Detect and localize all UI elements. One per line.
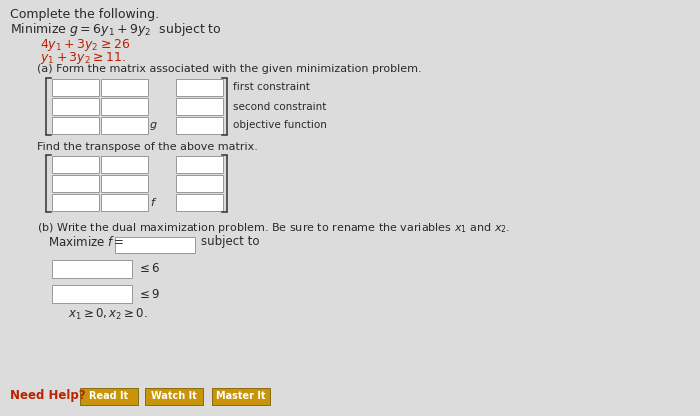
- Text: (b) Write the dual maximization problem. Be sure to rename the variables $x_1$ a: (b) Write the dual maximization problem.…: [37, 221, 510, 235]
- FancyBboxPatch shape: [176, 194, 223, 211]
- Text: Complete the following.: Complete the following.: [10, 8, 159, 21]
- FancyBboxPatch shape: [101, 194, 148, 211]
- Text: Read It: Read It: [89, 391, 128, 401]
- FancyBboxPatch shape: [52, 260, 132, 278]
- Text: subject to: subject to: [201, 235, 260, 248]
- FancyBboxPatch shape: [52, 79, 99, 96]
- Text: g: g: [150, 121, 157, 131]
- FancyBboxPatch shape: [176, 117, 223, 134]
- Text: $x_1 \geq 0, x_2 \geq 0.$: $x_1 \geq 0, x_2 \geq 0.$: [68, 307, 148, 322]
- Text: Need Help?: Need Help?: [10, 389, 85, 403]
- FancyBboxPatch shape: [52, 285, 132, 303]
- Text: Maximize $f =$: Maximize $f =$: [48, 235, 125, 249]
- FancyBboxPatch shape: [101, 117, 148, 134]
- FancyBboxPatch shape: [52, 156, 99, 173]
- FancyBboxPatch shape: [211, 387, 270, 404]
- FancyBboxPatch shape: [80, 387, 137, 404]
- Text: $y_1 + 3y_2 \geq 11.$: $y_1 + 3y_2 \geq 11.$: [40, 50, 126, 66]
- FancyBboxPatch shape: [101, 79, 148, 96]
- FancyBboxPatch shape: [101, 98, 148, 115]
- Text: first constraint: first constraint: [233, 82, 310, 92]
- FancyBboxPatch shape: [144, 387, 202, 404]
- FancyBboxPatch shape: [101, 175, 148, 192]
- Text: (a) Form the matrix associated with the given minimization problem.: (a) Form the matrix associated with the …: [37, 64, 421, 74]
- Text: objective function: objective function: [233, 121, 327, 131]
- FancyBboxPatch shape: [176, 156, 223, 173]
- FancyBboxPatch shape: [52, 194, 99, 211]
- Text: f: f: [150, 198, 154, 208]
- Text: Find the transpose of the above matrix.: Find the transpose of the above matrix.: [37, 142, 258, 152]
- FancyBboxPatch shape: [115, 237, 195, 253]
- Text: Master It: Master It: [216, 391, 265, 401]
- FancyBboxPatch shape: [176, 98, 223, 115]
- Text: $\leq 6$: $\leq 6$: [137, 262, 160, 275]
- Text: $4y_1 + 3y_2 \geq 26$: $4y_1 + 3y_2 \geq 26$: [40, 37, 130, 53]
- FancyBboxPatch shape: [52, 98, 99, 115]
- Text: Minimize $g = 6y_1 + 9y_2$  subject to: Minimize $g = 6y_1 + 9y_2$ subject to: [10, 21, 222, 38]
- Text: $\leq 9$: $\leq 9$: [137, 287, 160, 300]
- FancyBboxPatch shape: [52, 117, 99, 134]
- FancyBboxPatch shape: [176, 175, 223, 192]
- FancyBboxPatch shape: [52, 175, 99, 192]
- FancyBboxPatch shape: [101, 156, 148, 173]
- Text: Watch It: Watch It: [150, 391, 197, 401]
- Text: second constraint: second constraint: [233, 102, 326, 111]
- FancyBboxPatch shape: [176, 79, 223, 96]
